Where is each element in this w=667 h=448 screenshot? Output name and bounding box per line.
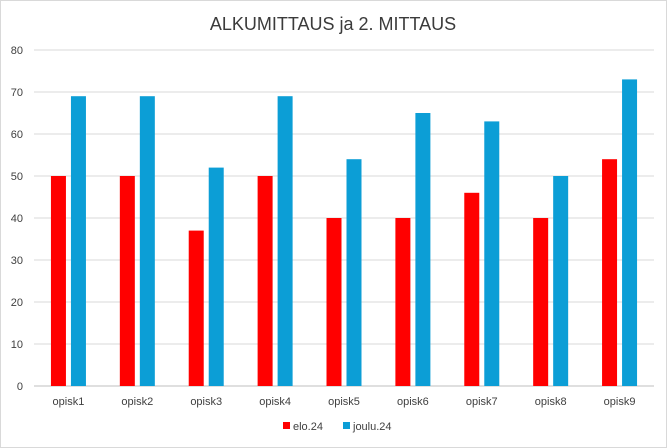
bar-elo.24-opisk9 <box>602 159 618 386</box>
bars <box>50 79 638 387</box>
x-tick-label: opisk8 <box>535 396 567 408</box>
bar-elo.24-opisk4 <box>257 176 273 386</box>
bar-elo.24-opisk2 <box>119 176 135 386</box>
bar-joulu.24-opisk2 <box>139 96 155 386</box>
bar-joulu.24-opisk7 <box>484 121 500 387</box>
bar-joulu.24-opisk1 <box>70 96 86 386</box>
bar-joulu.24-opisk8 <box>553 176 569 386</box>
y-tick-label: 60 <box>11 129 23 141</box>
x-tick-label: opisk3 <box>190 396 222 408</box>
x-tick-label: opisk1 <box>53 396 85 408</box>
y-tick-label: 40 <box>11 213 23 225</box>
bar-elo.24-opisk6 <box>395 218 411 386</box>
y-axis-ticks: 0 10 20 30 40 50 60 70 80 <box>11 45 23 393</box>
legend: elo.24 joulu.24 <box>283 421 392 433</box>
y-tick-label: 70 <box>11 87 23 99</box>
y-tick-label: 80 <box>11 45 23 57</box>
bar-joulu.24-opisk3 <box>208 167 224 386</box>
bar-elo.24-opisk8 <box>533 218 549 386</box>
x-tick-label: opisk4 <box>259 396 291 408</box>
bar-elo.24-opisk1 <box>50 176 66 386</box>
chart-title: ALKUMITTAUS ja 2. MITTAUS <box>210 14 456 34</box>
bar-joulu.24-opisk5 <box>346 159 362 386</box>
legend-label: elo.24 <box>293 421 323 433</box>
y-tick-label: 50 <box>11 171 23 183</box>
bar-elo.24-opisk7 <box>464 192 480 386</box>
y-tick-label: 10 <box>11 339 23 351</box>
bar-joulu.24-opisk4 <box>277 96 293 386</box>
x-tick-label: opisk2 <box>121 396 153 408</box>
y-tick-label: 20 <box>11 297 23 309</box>
bar-elo.24-opisk3 <box>188 230 204 386</box>
y-tick-label: 30 <box>11 255 23 267</box>
bar-joulu.24-opisk9 <box>622 79 638 387</box>
y-tick-label: 0 <box>17 381 23 393</box>
x-tick-label: opisk5 <box>328 396 360 408</box>
x-tick-label: opisk7 <box>466 396 498 408</box>
x-tick-label: opisk9 <box>604 396 636 408</box>
x-tick-label: opisk6 <box>397 396 429 408</box>
x-axis-ticks: opisk1 opisk2 opisk3 opisk4 opisk5 opisk6 opis… <box>53 396 636 408</box>
bar-joulu.24-opisk6 <box>415 113 431 386</box>
gridlines <box>34 49 654 387</box>
bar-elo.24-opisk5 <box>326 218 342 386</box>
legend-label: joulu.24 <box>352 421 392 433</box>
legend-swatch <box>283 422 290 429</box>
legend-swatch <box>343 422 350 429</box>
